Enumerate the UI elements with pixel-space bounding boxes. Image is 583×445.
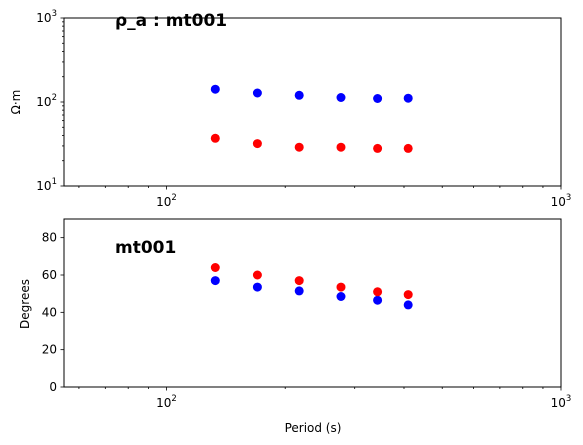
phase-points (210, 263, 413, 310)
phase-y-tick-label: 60 (42, 268, 57, 282)
resistivity-series-0-point (252, 88, 262, 98)
resistivity-series-0-point (373, 94, 383, 103)
resistivity-series-0-point (403, 93, 413, 103)
resistivity-series-1-point (403, 143, 413, 153)
resistivity-series-1-point (294, 142, 304, 152)
resistivity-title: ρ_a : mt001 (115, 11, 227, 31)
resistivity-series-0-point (210, 84, 220, 94)
resistivity-series-1-point (373, 143, 383, 153)
phase-series-0-point (403, 300, 413, 310)
resistivity-x-tick-label: 102 (156, 193, 177, 209)
resistivity-y-tick-label: 101 (36, 177, 57, 193)
resistivity-series-0-point (294, 90, 304, 100)
resistivity-series-1-point (210, 133, 220, 143)
resistivity-panel: Ω·m 102 103 101 102 103 ρ_a : mt001 (9, 9, 571, 209)
phase-series-0-point (252, 282, 262, 292)
phase-series-1-point (336, 282, 346, 292)
phase-x-tick-label: 103 (551, 394, 572, 410)
phase-series-1-point (294, 276, 304, 286)
resistivity-series-0-point (336, 93, 346, 102)
resistivity-axes-frame (63, 17, 562, 187)
phase-y-tick-label: 40 (42, 305, 57, 319)
phase-panel: Degrees Period (s) 102 103 0 20 40 60 80 mt001 (18, 218, 572, 435)
resistivity-series-1-point (336, 142, 346, 152)
phase-series-0-point (294, 286, 304, 296)
resistivity-points (210, 84, 413, 153)
phase-x-tick-label: 102 (156, 394, 177, 410)
phase-y-tick-label: 80 (42, 231, 57, 245)
resistivity-x-tick-label: 103 (551, 193, 572, 209)
phase-axes-frame (63, 218, 562, 388)
resistivity-series-1-point (252, 139, 262, 149)
phase-series-1-point (252, 270, 262, 280)
phase-series-0-point (336, 292, 346, 301)
phase-series-0-point (210, 276, 220, 286)
phase-series-1-point (403, 290, 413, 300)
resistivity-ylabel: Ω·m (9, 90, 23, 115)
phase-xlabel: Period (s) (285, 421, 342, 435)
phase-series-0-point (373, 295, 383, 305)
phase-y-tick-label: 20 (42, 343, 57, 357)
resistivity-y-tick-label: 102 (36, 93, 57, 109)
phase-series-1-point (210, 263, 220, 272)
phase-y-tick-label: 0 (49, 380, 57, 394)
phase-series-1-point (373, 287, 383, 297)
phase-title: mt001 (115, 238, 176, 258)
resistivity-y-tick-label: 103 (36, 9, 57, 25)
phase-ylabel: Degrees (18, 279, 32, 329)
